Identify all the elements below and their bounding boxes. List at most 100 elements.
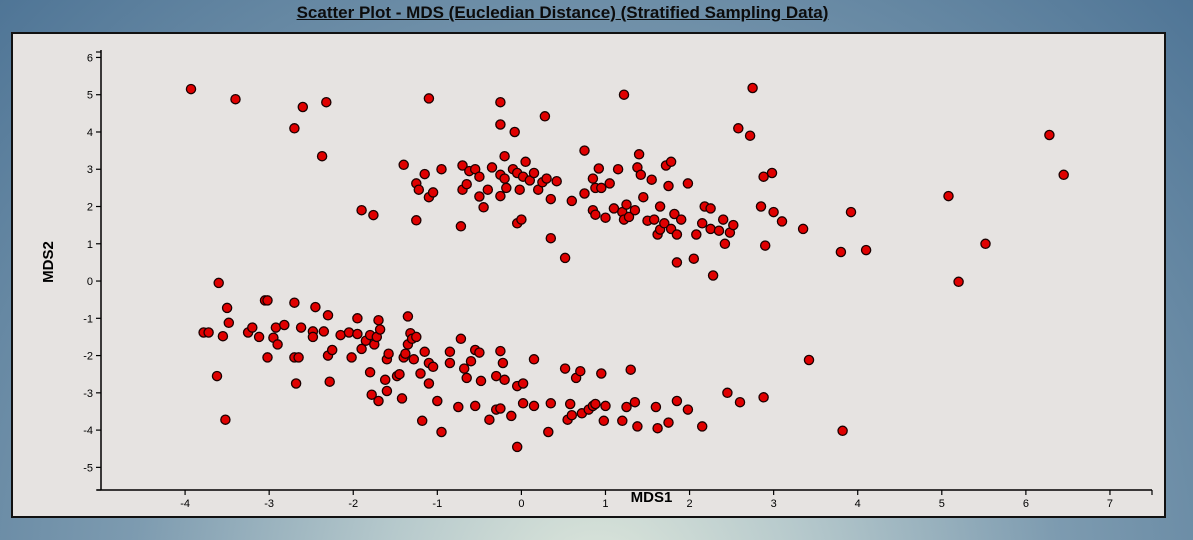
- data-point: [1044, 129, 1055, 141]
- data-point: [566, 409, 578, 421]
- data-point: [293, 352, 304, 363]
- data-point: [517, 378, 529, 389]
- data-point: [682, 178, 694, 189]
- x-tick-label: -2: [348, 498, 358, 510]
- data-point: [654, 201, 666, 212]
- data-point: [416, 415, 428, 427]
- x-ticks-group: -4 -3 -2 -1 0 1 2 3 4 5 6 7: [180, 490, 1153, 510]
- data-point: [499, 150, 510, 162]
- data-point: [587, 173, 599, 184]
- data-point: [648, 214, 660, 225]
- data-point: [364, 367, 376, 378]
- y-tick-label: 6: [87, 52, 93, 64]
- data-point: [458, 363, 470, 374]
- data-point: [432, 395, 443, 407]
- data-point: [419, 346, 430, 358]
- data-point: [596, 368, 607, 379]
- y-tick-label: 1: [87, 239, 93, 251]
- data-point: [652, 422, 663, 434]
- plot-panel: -5 -4 -3 -2 -1 0 1 2 3 4 5 6 -4 -3 -2 -1 0 1 2 3 4 5 6 7 MDS1 …: [11, 32, 1166, 518]
- data-point: [713, 225, 725, 236]
- x-tick-label: -3: [264, 498, 274, 510]
- data-point: [310, 301, 321, 313]
- data-point: [663, 417, 674, 428]
- data-point: [221, 302, 233, 314]
- data-point: [461, 178, 472, 190]
- data-point: [272, 339, 283, 350]
- data-point: [474, 191, 485, 202]
- data-point: [230, 93, 241, 105]
- data-point: [621, 199, 632, 210]
- y-tick-label: 4: [87, 127, 93, 139]
- data-point: [495, 190, 506, 202]
- data-point: [688, 253, 700, 264]
- data-point: [247, 322, 258, 333]
- data-point: [776, 216, 788, 227]
- data-point: [427, 361, 439, 373]
- data-point: [211, 370, 223, 382]
- data-point: [495, 345, 506, 357]
- data-point: [682, 404, 694, 415]
- data-point: [559, 363, 571, 374]
- data-point: [506, 410, 517, 422]
- data-point: [600, 400, 611, 412]
- data-point: [520, 156, 531, 168]
- data-point: [617, 415, 628, 427]
- data-point: [635, 169, 647, 181]
- data-point: [629, 204, 641, 216]
- data-point: [803, 354, 815, 366]
- y-tick-label: -4: [83, 425, 93, 437]
- data-point: [734, 396, 746, 408]
- data-point: [593, 163, 605, 174]
- data-point: [623, 211, 635, 223]
- data-point: [374, 324, 386, 335]
- data-point: [671, 395, 683, 407]
- data-point: [279, 319, 290, 331]
- x-tick-label: 3: [771, 498, 777, 510]
- data-point: [203, 327, 214, 338]
- data-point: [835, 246, 847, 258]
- data-point: [545, 398, 557, 409]
- data-point: [499, 374, 510, 386]
- x-axis-title: MDS1: [631, 489, 673, 506]
- data-point: [436, 426, 447, 438]
- data-point: [669, 208, 680, 220]
- data-point: [943, 190, 954, 202]
- data-point: [482, 184, 494, 195]
- data-point: [373, 395, 384, 407]
- data-point: [411, 331, 422, 343]
- data-point: [185, 83, 197, 95]
- data-point: [638, 191, 649, 203]
- data-point: [845, 206, 857, 218]
- axes-group: [97, 50, 1152, 491]
- data-point: [621, 401, 632, 413]
- data-point: [511, 441, 523, 453]
- data-point: [457, 160, 468, 171]
- data-point: [402, 311, 414, 322]
- data-point: [608, 203, 620, 214]
- data-point: [220, 414, 231, 425]
- data-point: [691, 229, 702, 240]
- data-point: [837, 425, 848, 437]
- data-point: [253, 331, 265, 343]
- y-tick-label: 3: [87, 164, 93, 176]
- data-point: [860, 244, 872, 256]
- data-point: [297, 101, 309, 113]
- data-point: [398, 159, 409, 171]
- data-point: [321, 96, 332, 108]
- data-point: [415, 368, 426, 379]
- data-point: [469, 400, 481, 412]
- data-point: [612, 163, 624, 175]
- data-point: [953, 276, 964, 288]
- data-point: [566, 195, 578, 207]
- data-point: [381, 385, 393, 397]
- data-point: [396, 393, 408, 404]
- y-tick-label: 2: [87, 202, 93, 214]
- data-point: [455, 221, 467, 232]
- data-point: [541, 173, 552, 184]
- data-point: [758, 171, 769, 182]
- data-point: [262, 295, 273, 306]
- data-point: [665, 156, 677, 168]
- data-point: [444, 346, 456, 358]
- data-point: [408, 354, 420, 365]
